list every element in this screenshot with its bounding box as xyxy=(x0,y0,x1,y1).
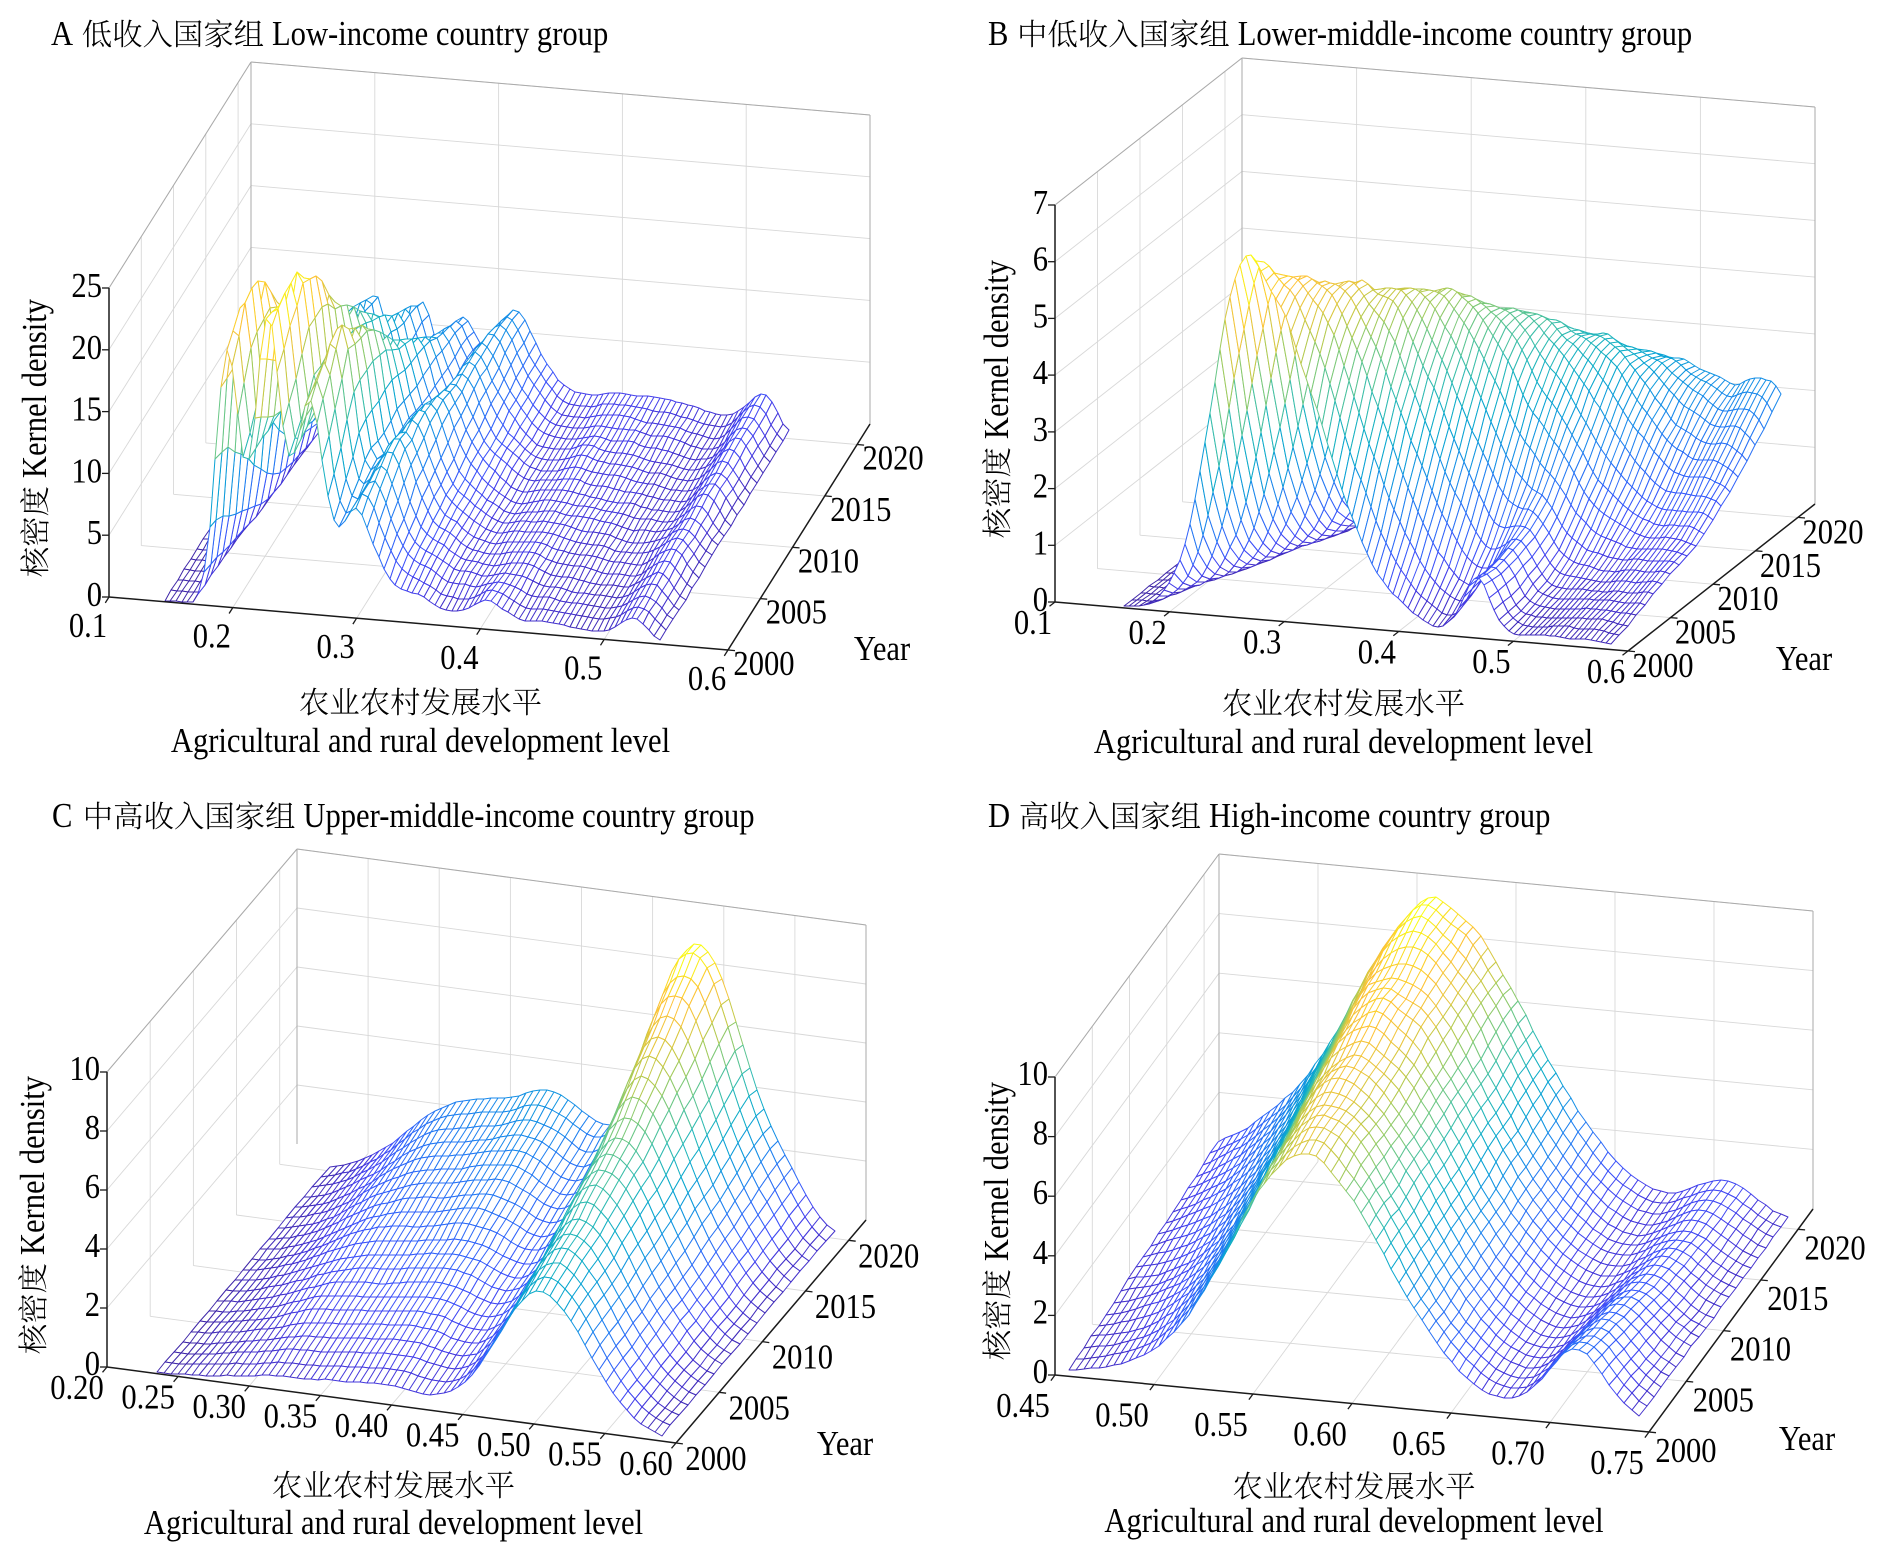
svg-text:Kernel density: Kernel density xyxy=(14,1075,52,1255)
svg-text:0.70: 0.70 xyxy=(1491,1435,1545,1473)
svg-text:0.50: 0.50 xyxy=(1095,1397,1149,1435)
svg-text:0.65: 0.65 xyxy=(1392,1425,1446,1463)
svg-text:6: 6 xyxy=(1033,241,1048,279)
svg-text:2010: 2010 xyxy=(1730,1331,1791,1369)
svg-text:Year: Year xyxy=(854,630,910,668)
svg-text:7: 7 xyxy=(1033,184,1048,222)
svg-text:Lower-middle-income country gr: Lower-middle-income country group xyxy=(1238,15,1693,53)
svg-text:2000: 2000 xyxy=(1632,647,1693,685)
svg-text:6: 6 xyxy=(85,1168,100,1206)
svg-text:1: 1 xyxy=(1033,525,1048,563)
svg-text:High-income country group: High-income country group xyxy=(1209,797,1550,835)
svg-text:2010: 2010 xyxy=(1717,581,1778,619)
svg-text:2: 2 xyxy=(1033,468,1048,506)
svg-text:0.45: 0.45 xyxy=(996,1387,1050,1425)
svg-text:2015: 2015 xyxy=(1760,547,1821,585)
svg-text:2000: 2000 xyxy=(685,1440,746,1478)
svg-text:Low-income country group: Low-income country group xyxy=(272,15,608,53)
svg-text:0.1: 0.1 xyxy=(69,607,107,645)
svg-text:4: 4 xyxy=(1033,1234,1048,1272)
svg-text:2005: 2005 xyxy=(729,1390,790,1428)
svg-text:2010: 2010 xyxy=(772,1339,833,1377)
svg-text:0.35: 0.35 xyxy=(264,1398,318,1436)
svg-text:Agricultural and rural develop: Agricultural and rural development level xyxy=(171,722,670,760)
svg-text:2000: 2000 xyxy=(733,645,794,683)
svg-text:D: D xyxy=(988,797,1010,835)
svg-text:0.6: 0.6 xyxy=(688,660,726,698)
svg-text:Kernel density: Kernel density xyxy=(978,1081,1016,1261)
svg-text:0.45: 0.45 xyxy=(406,1417,460,1455)
svg-text:2020: 2020 xyxy=(1805,1230,1866,1268)
svg-text:20: 20 xyxy=(71,329,102,367)
svg-text:Year: Year xyxy=(1779,1420,1835,1458)
svg-text:Agricultural and rural develop: Agricultural and rural development level xyxy=(1094,723,1593,761)
svg-text:2005: 2005 xyxy=(1675,614,1736,652)
svg-text:25: 25 xyxy=(71,267,102,305)
svg-text:0.50: 0.50 xyxy=(477,1426,531,1464)
svg-text:0: 0 xyxy=(1033,1353,1048,1391)
svg-text:0.60: 0.60 xyxy=(619,1445,673,1483)
svg-text:0.20: 0.20 xyxy=(50,1369,104,1407)
svg-text:Agricultural and rural develop: Agricultural and rural development level xyxy=(1104,1502,1603,1540)
svg-text:0.4: 0.4 xyxy=(1358,634,1396,672)
svg-text:5: 5 xyxy=(1033,298,1048,336)
svg-text:Kernel density: Kernel density xyxy=(978,259,1016,439)
svg-text:2010: 2010 xyxy=(798,543,859,581)
svg-text:8: 8 xyxy=(85,1109,100,1147)
svg-text:2: 2 xyxy=(1033,1294,1048,1332)
svg-text:0: 0 xyxy=(85,1345,100,1383)
svg-text:5: 5 xyxy=(87,515,102,553)
svg-text:0.2: 0.2 xyxy=(193,618,231,656)
svg-text:2015: 2015 xyxy=(815,1288,876,1326)
svg-text:0.5: 0.5 xyxy=(564,650,602,688)
svg-text:4: 4 xyxy=(85,1227,100,1265)
svg-text:B: B xyxy=(988,15,1008,53)
svg-text:Year: Year xyxy=(817,1425,873,1463)
svg-text:10: 10 xyxy=(69,1050,100,1088)
svg-text:4: 4 xyxy=(1033,354,1048,392)
svg-text:2005: 2005 xyxy=(766,594,827,632)
svg-text:0.75: 0.75 xyxy=(1590,1444,1644,1482)
svg-text:15: 15 xyxy=(71,391,102,429)
svg-text:2020: 2020 xyxy=(858,1238,919,1276)
svg-text:3: 3 xyxy=(1033,411,1048,449)
svg-text:0.25: 0.25 xyxy=(121,1379,175,1417)
svg-text:0.6: 0.6 xyxy=(1587,653,1625,691)
svg-text:0.2: 0.2 xyxy=(1128,614,1166,652)
svg-text:0.1: 0.1 xyxy=(1014,604,1052,642)
svg-text:0.4: 0.4 xyxy=(440,639,478,677)
svg-text:0.5: 0.5 xyxy=(1472,644,1510,682)
svg-text:0.3: 0.3 xyxy=(316,629,354,667)
svg-text:0: 0 xyxy=(1033,581,1048,619)
svg-text:2015: 2015 xyxy=(1767,1280,1828,1318)
svg-text:Upper-middle-income country gr: Upper-middle-income country group xyxy=(303,797,754,835)
svg-text:2: 2 xyxy=(85,1286,100,1324)
svg-text:Agricultural and rural develop: Agricultural and rural development level xyxy=(144,1504,643,1542)
svg-text:A: A xyxy=(51,15,73,53)
svg-text:0.60: 0.60 xyxy=(1293,1416,1347,1454)
svg-text:2020: 2020 xyxy=(1802,514,1863,552)
svg-text:0: 0 xyxy=(87,576,102,614)
svg-text:C: C xyxy=(52,797,72,835)
svg-text:0.30: 0.30 xyxy=(192,1388,246,1426)
svg-text:6: 6 xyxy=(1033,1175,1048,1213)
svg-text:8: 8 xyxy=(1033,1115,1048,1153)
svg-text:2005: 2005 xyxy=(1693,1382,1754,1420)
svg-text:2015: 2015 xyxy=(830,491,891,529)
svg-text:10: 10 xyxy=(71,453,102,491)
svg-text:2000: 2000 xyxy=(1655,1432,1716,1470)
svg-text:0.55: 0.55 xyxy=(1194,1406,1248,1444)
svg-text:0.3: 0.3 xyxy=(1243,624,1281,662)
svg-text:Year: Year xyxy=(1776,640,1832,678)
svg-text:0.40: 0.40 xyxy=(335,1407,389,1445)
svg-text:10: 10 xyxy=(1017,1055,1048,1093)
svg-text:2020: 2020 xyxy=(863,440,924,478)
svg-text:Kernel density: Kernel density xyxy=(16,298,54,478)
svg-text:0.55: 0.55 xyxy=(548,1436,602,1474)
